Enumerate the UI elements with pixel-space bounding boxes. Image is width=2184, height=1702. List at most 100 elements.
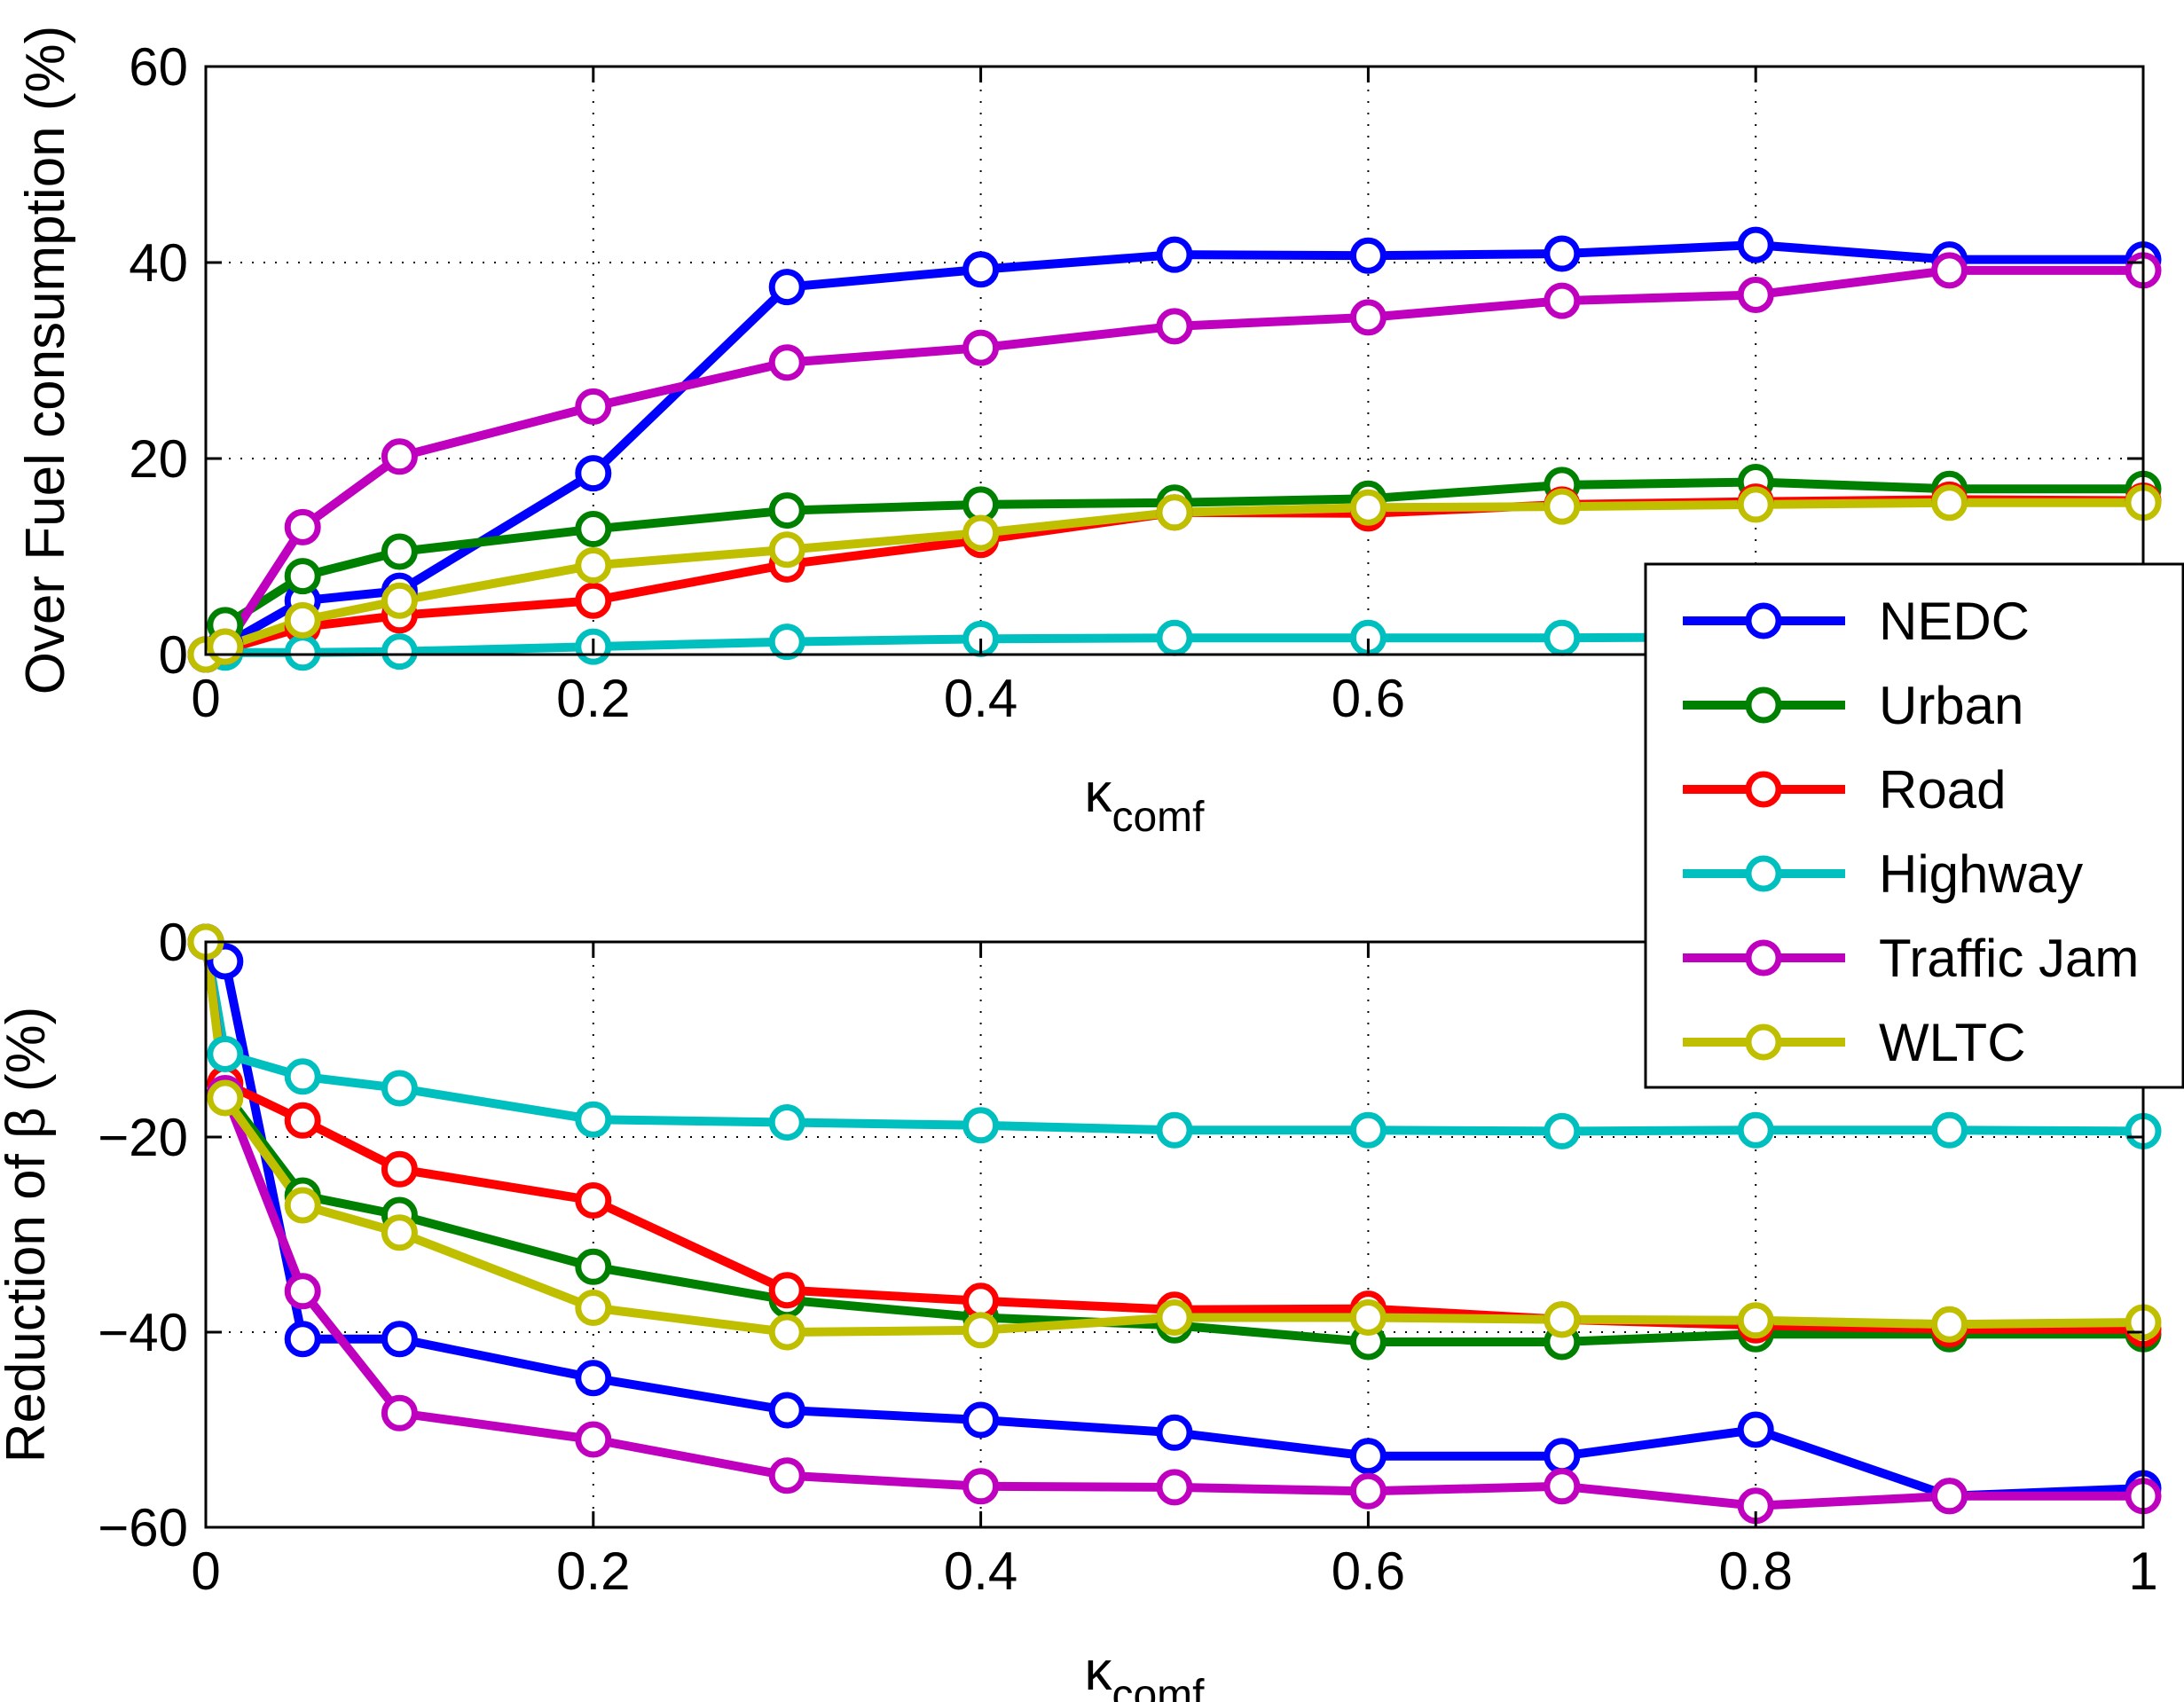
x-axis-label-symbol: κ bbox=[1084, 1641, 1112, 1702]
x-axis-label: κcomf bbox=[1084, 763, 1205, 841]
data-point-nedc bbox=[381, 1321, 418, 1358]
data-point-highway bbox=[381, 1070, 418, 1107]
data-point-nedc bbox=[768, 1392, 805, 1429]
data-point-road bbox=[284, 1102, 321, 1139]
data-point-highway bbox=[284, 634, 321, 671]
data-point-wltc bbox=[381, 1214, 418, 1251]
y-tick-label: 0 bbox=[159, 625, 188, 685]
data-point-wltc bbox=[1931, 1306, 1968, 1343]
legend-label-urban: Urban bbox=[1879, 676, 2023, 735]
data-point-wltc bbox=[284, 601, 321, 639]
data-point-wltc bbox=[1349, 489, 1387, 526]
data-point-highway bbox=[1737, 1111, 1774, 1149]
data-point-traffic-jam bbox=[768, 1457, 805, 1494]
legend-marker-highway bbox=[1745, 855, 1782, 892]
data-point-highway bbox=[207, 1036, 244, 1072]
legend-label-wltc: WLTC bbox=[1879, 1013, 2026, 1072]
data-point-traffic-jam bbox=[284, 1273, 321, 1310]
data-point-traffic-jam bbox=[962, 329, 1000, 366]
data-point-nedc bbox=[1349, 237, 1387, 274]
data-point-traffic-jam bbox=[381, 1394, 418, 1431]
data-point-wltc bbox=[962, 514, 1000, 552]
x-axis-label-subscript: comf bbox=[1112, 794, 1205, 841]
y-tick-label: 60 bbox=[129, 37, 188, 97]
data-point-wltc bbox=[1544, 488, 1581, 525]
legend-label-highway: Highway bbox=[1879, 844, 2083, 904]
data-point-nedc bbox=[1737, 226, 1774, 263]
data-point-traffic-jam bbox=[381, 438, 418, 475]
y-tick-label: −40 bbox=[98, 1303, 188, 1362]
data-point-wltc bbox=[284, 1187, 321, 1224]
data-point-nedc bbox=[768, 269, 805, 306]
data-point-nedc bbox=[1349, 1438, 1387, 1475]
data-point-urban bbox=[284, 558, 321, 595]
y-axis-label: Reduction of β (%) bbox=[0, 1007, 57, 1463]
data-point-nedc bbox=[1544, 1438, 1581, 1475]
y-tick-label: −20 bbox=[98, 1108, 188, 1167]
data-point-road bbox=[768, 1272, 805, 1309]
data-point-urban bbox=[575, 511, 612, 548]
data-point-highway bbox=[1156, 1111, 1193, 1149]
data-point-traffic-jam bbox=[768, 344, 805, 381]
data-point-traffic-jam bbox=[1156, 1469, 1193, 1506]
x-tick-label: 0.6 bbox=[1332, 669, 1405, 728]
x-tick-label: 0.2 bbox=[556, 669, 630, 728]
data-point-nedc bbox=[1156, 1414, 1193, 1451]
data-point-wltc bbox=[768, 1314, 805, 1351]
data-point-traffic-jam bbox=[962, 1468, 1000, 1505]
data-point-road bbox=[575, 582, 612, 619]
fuel-consumption-chart: 00.20.40.60.810204060Over Fuel consumpti… bbox=[15, 26, 2162, 841]
data-point-urban bbox=[575, 1248, 612, 1285]
y-tick-label: 0 bbox=[159, 913, 188, 972]
x-axis-label: κcomf bbox=[1084, 1641, 1205, 1702]
beta-reduction-chart: 0 0.2 0.4 0.6 0.8 1 −60 −40 −20 0 Reduction of β (… bbox=[0, 913, 2162, 1702]
data-point-wltc bbox=[1737, 1302, 1774, 1339]
data-point-road bbox=[575, 1182, 612, 1219]
data-point-traffic-jam bbox=[1544, 282, 1581, 319]
data-point-urban bbox=[381, 533, 418, 570]
data-point-highway bbox=[768, 1104, 805, 1141]
legend-marker-nedc bbox=[1745, 602, 1782, 639]
data-point-traffic-jam bbox=[1931, 252, 1968, 289]
data-point-wltc bbox=[1349, 1299, 1387, 1336]
data-point-nedc bbox=[1544, 235, 1581, 272]
data-point-wltc bbox=[768, 531, 805, 569]
data-point-nedc bbox=[575, 455, 612, 492]
data-point-wltc bbox=[1156, 494, 1193, 531]
data-point-wltc bbox=[381, 582, 418, 619]
y-tick-label: −60 bbox=[98, 1498, 188, 1557]
axes-box bbox=[204, 65, 2145, 656]
data-point-wltc bbox=[1737, 486, 1774, 523]
x-tick-label: 0 bbox=[191, 1541, 220, 1601]
data-point-nedc bbox=[1737, 1411, 1774, 1448]
data-point-road bbox=[962, 1282, 1000, 1320]
y-tick-label: 40 bbox=[129, 233, 188, 293]
data-point-road bbox=[381, 1150, 418, 1188]
axes-box bbox=[204, 940, 2145, 1529]
data-point-wltc bbox=[1156, 1299, 1193, 1336]
data-point-highway bbox=[962, 1107, 1000, 1144]
data-point-highway bbox=[1544, 1112, 1581, 1149]
data-point-traffic-jam bbox=[1349, 1472, 1387, 1510]
data-point-urban bbox=[768, 492, 805, 529]
legend-label-nedc: NEDC bbox=[1879, 592, 2030, 651]
data-point-highway bbox=[575, 1101, 612, 1138]
data-point-nedc bbox=[962, 251, 1000, 288]
x-tick-label: 0.2 bbox=[556, 1541, 630, 1601]
x-tick-label: 0.4 bbox=[944, 669, 1017, 728]
data-point-wltc bbox=[575, 546, 612, 584]
data-point-highway bbox=[1349, 1111, 1387, 1149]
x-axis-label-subscript: comf bbox=[1112, 1672, 1205, 1702]
data-point-nedc bbox=[1156, 236, 1193, 273]
data-point-wltc bbox=[962, 1312, 1000, 1349]
legend-label-traffic-jam: Traffic Jam bbox=[1879, 929, 2139, 988]
data-point-traffic-jam bbox=[1156, 308, 1193, 345]
data-point-wltc bbox=[1931, 484, 1968, 522]
legend-marker-wltc bbox=[1745, 1024, 1782, 1061]
data-point-traffic-jam bbox=[575, 1421, 612, 1458]
y-tick-label: 20 bbox=[129, 429, 188, 489]
data-point-traffic-jam bbox=[284, 508, 321, 545]
y-axis-label: Over Fuel consumption (%) bbox=[15, 26, 76, 695]
data-point-highway bbox=[768, 624, 805, 661]
data-point-nedc bbox=[575, 1360, 612, 1397]
